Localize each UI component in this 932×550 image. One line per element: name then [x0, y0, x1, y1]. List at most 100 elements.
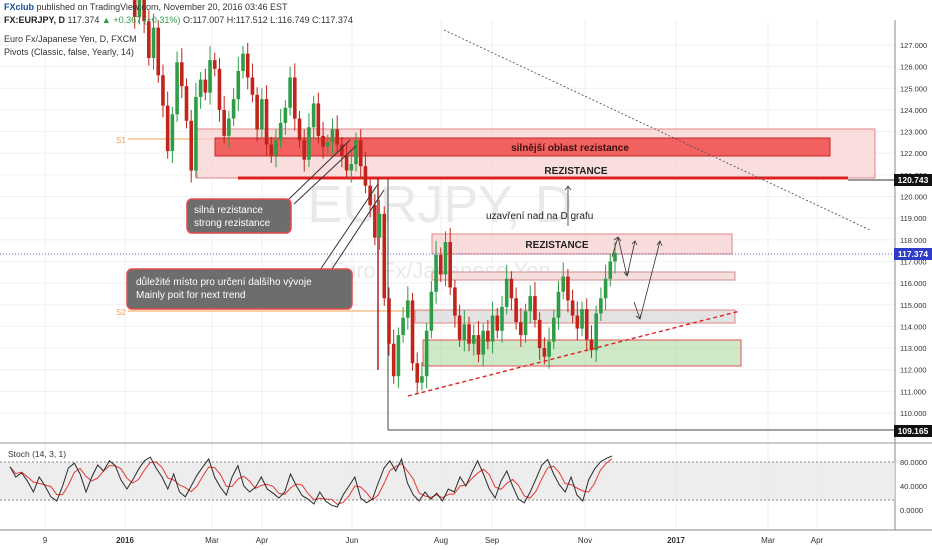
resistance-top-label: REZISTANCE: [544, 166, 607, 177]
strong-zone-label: silnější oblast rezistance: [511, 143, 629, 154]
rising-support-line: [407, 310, 741, 397]
candle-body: [415, 363, 420, 383]
candle-body: [566, 276, 570, 301]
stoch-label: Stoch (14, 3, 1): [8, 449, 66, 459]
candle-body: [584, 309, 589, 340]
candle-body: [599, 298, 603, 314]
price-tick-label: 113.000: [900, 344, 927, 353]
callout1-line2: strong rezistance: [194, 218, 271, 229]
price-tick-label: 116.000: [900, 279, 927, 288]
resistance-mid-label: REZISTANCE: [525, 240, 588, 251]
price-tick-label: 127.000: [900, 41, 927, 50]
candle-body: [297, 118, 302, 141]
callout1-line1: silná rezistance: [194, 205, 263, 216]
time-tick-label: Mar: [205, 536, 219, 545]
candle-body: [358, 140, 363, 167]
candle-body: [589, 339, 594, 351]
callout2-line2: Mainly poit for next trend: [136, 290, 246, 301]
candle-body: [283, 107, 288, 123]
candle-body: [424, 330, 429, 377]
watermark-symbol: EURJPY, D: [308, 176, 573, 234]
candle-body: [410, 300, 415, 364]
last-price: 117.374: [67, 15, 100, 25]
candle-body: [457, 315, 462, 340]
candle-body: [382, 213, 387, 299]
candle-body: [137, 0, 142, 17]
candle-body: [514, 298, 518, 323]
candle-body: [227, 118, 231, 136]
candle-body: [325, 142, 330, 147]
resistance-band-small: [431, 271, 736, 281]
candle-body: [561, 276, 566, 292]
price-tag-high: 120.743: [894, 174, 932, 186]
candle-body: [528, 296, 533, 312]
support-zone: [422, 339, 742, 367]
candle-body: [208, 60, 212, 93]
candle-body: [537, 319, 542, 349]
time-tick-label: 9: [43, 536, 48, 545]
stoch-tick-label: 80.0000: [900, 458, 927, 467]
stochastic-lines: [9, 455, 613, 508]
price-tag-low: 109.165: [894, 425, 932, 437]
candle-body: [203, 79, 208, 93]
ohlc-values: O:117.007 H:117.512 L:116.749 C:117.374: [182, 15, 353, 25]
candle-body: [396, 335, 401, 377]
brand-link[interactable]: FXclub: [4, 2, 35, 12]
stoch-k-line: [9, 455, 613, 508]
symbol-line: FX:EURJPY, D 117.374 ▲ +0.367 (+0.31%) O…: [4, 15, 353, 25]
price-tick-label: 125.000: [900, 84, 927, 93]
published-text: published on TradingView.com, November 2…: [36, 2, 288, 12]
price-tick-label: 114.000: [900, 322, 927, 331]
price-tick-label: 124.000: [900, 106, 927, 115]
candle-body: [349, 164, 354, 171]
candle-body: [387, 298, 391, 344]
stoch-d-line: [9, 458, 613, 505]
candle-body: [222, 109, 226, 136]
candle-body: [241, 53, 245, 71]
candle-body: [547, 341, 551, 357]
candle-body: [255, 94, 259, 130]
stoch-axis: 80.0000 40.0000 0.0000: [900, 458, 927, 515]
price-tick-label: 111.000: [900, 387, 926, 396]
candle-body: [293, 77, 297, 119]
stoch-band: [0, 462, 895, 500]
price-tick-label: 110.000: [900, 409, 927, 418]
instrument-title: Euro Fx/Japanese Yen, D, FXCM: [4, 34, 137, 44]
candle-body: [406, 300, 410, 318]
callout1-pointer-2: [293, 145, 357, 205]
time-tick-label: Apr: [256, 536, 269, 545]
downtrend-line: [443, 29, 871, 231]
price-tick-label: 123.000: [900, 128, 927, 137]
candle-body: [434, 254, 438, 292]
candle-body: [519, 322, 523, 336]
time-axis[interactable]: 9 2016 Mar Apr Jun Aug Sep Nov 2017 Mar Apr: [43, 536, 824, 545]
candle-body: [278, 122, 283, 141]
price-tick-label: 126.000: [900, 63, 927, 72]
candle-body: [217, 68, 222, 110]
candle-body: [420, 376, 424, 383]
pivots-indicator-label[interactable]: Pivots (Classic, false, Yearly, 14): [4, 47, 134, 57]
candle-body: [467, 324, 471, 344]
callout2-pointer-2: [329, 189, 385, 273]
candle-body: [245, 53, 250, 78]
candle-body: [377, 213, 382, 238]
candle-body: [401, 317, 405, 336]
time-tick-label: 2017: [667, 536, 685, 545]
candle-body: [486, 330, 490, 342]
up-arrow-icon: ▲: [101, 15, 111, 25]
candle-body: [198, 79, 203, 97]
stoch-tick-label: 0.0000: [900, 506, 923, 515]
candle-body: [151, 27, 156, 58]
stoch-tick-label: 40.0000: [900, 482, 927, 491]
pivot-s2-label: S2: [116, 308, 126, 317]
symbol-name[interactable]: FX:EURJPY, D: [4, 15, 66, 25]
price-tag-current: 117.374: [894, 248, 932, 260]
price-tick-label: 117.000: [900, 257, 927, 266]
price-tick-label: 120.000: [900, 193, 927, 202]
time-tick-label: Nov: [578, 536, 592, 545]
candle-body: [471, 335, 476, 344]
candle-body: [132, 0, 137, 17]
time-tick-label: 2016: [116, 536, 134, 545]
candle-body: [184, 86, 189, 121]
